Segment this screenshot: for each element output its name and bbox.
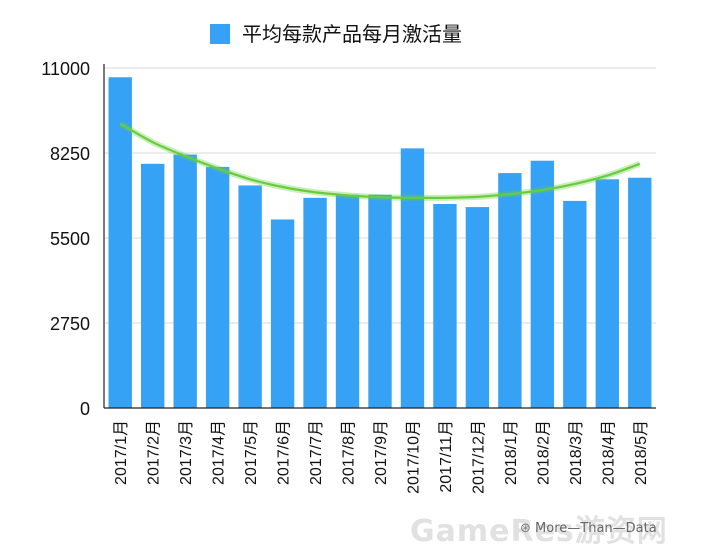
- x-tick-label: 2017/1月: [113, 420, 130, 485]
- watermark-logo: GameRes游资网: [410, 506, 668, 550]
- bar: [141, 163, 165, 408]
- bar: [270, 219, 295, 408]
- x-tick-label: 2017/4月: [211, 420, 228, 485]
- bar: [563, 200, 587, 408]
- x-tick-label: 2017/2月: [146, 420, 163, 485]
- watermark-caption-text: More—Than—Data: [535, 521, 657, 536]
- bar: [335, 194, 360, 408]
- watermark-text: GameRes: [410, 514, 575, 549]
- x-tick-label: 2017/11月: [438, 420, 455, 493]
- y-tick-label: 11000: [41, 59, 90, 79]
- x-tick-label: 2017/10月: [405, 420, 422, 494]
- bar: [628, 177, 652, 408]
- y-tick-labels: 0 2750 5500 8250 11000: [41, 59, 90, 419]
- axes: [103, 64, 656, 409]
- bar: [498, 173, 522, 408]
- bar: [108, 77, 132, 408]
- x-tick-labels: 2017/1月 2017/2月 2017/3月 2017/4月 2017/5月 2017/…: [113, 420, 650, 494]
- x-tick-label: 2017/5月: [243, 420, 260, 485]
- bars: [108, 77, 652, 408]
- bar: [530, 160, 555, 408]
- x-tick-label: 2017/12月: [470, 420, 487, 494]
- x-tick-label: 2017/7月: [308, 420, 325, 485]
- legend-label: 平均每款产品每月激活量: [242, 23, 462, 46]
- y-tick-label: 8250: [50, 144, 90, 164]
- bar: [205, 166, 230, 408]
- x-tick-label: 2017/3月: [178, 420, 195, 485]
- bar: [368, 194, 392, 408]
- y-tick-label: 0: [80, 399, 90, 419]
- bar: [173, 154, 197, 408]
- y-tick-label: 5500: [50, 229, 90, 249]
- x-tick-label: 2018/1月: [503, 420, 520, 485]
- trendline-path: [119, 122, 641, 200]
- x-tick-label: 2017/9月: [373, 420, 390, 485]
- bar: [238, 185, 262, 408]
- trendline: [118, 121, 641, 201]
- x-tick-label: 2017/6月: [276, 420, 293, 485]
- x-tick-label: 2017/8月: [341, 420, 358, 485]
- watermark-text-cn: 游资网: [574, 514, 668, 549]
- x-tick-label: 2018/5月: [633, 420, 650, 485]
- bar: [303, 197, 327, 408]
- wechat-icon: ⊛: [520, 521, 531, 536]
- x-tick-label: 2018/3月: [568, 420, 585, 485]
- bar: [595, 179, 619, 408]
- watermark-caption: ⊛ More—Than—Data: [520, 521, 657, 536]
- x-tick-label: 2018/2月: [535, 420, 552, 485]
- y-tick-label: 2750: [50, 314, 90, 334]
- legend-swatch: [210, 24, 230, 44]
- bar: [400, 148, 425, 408]
- bar: [465, 207, 490, 408]
- legend: 平均每款产品每月激活量: [210, 23, 462, 46]
- bar: [433, 204, 457, 408]
- x-tick-label: 2018/4月: [600, 420, 617, 485]
